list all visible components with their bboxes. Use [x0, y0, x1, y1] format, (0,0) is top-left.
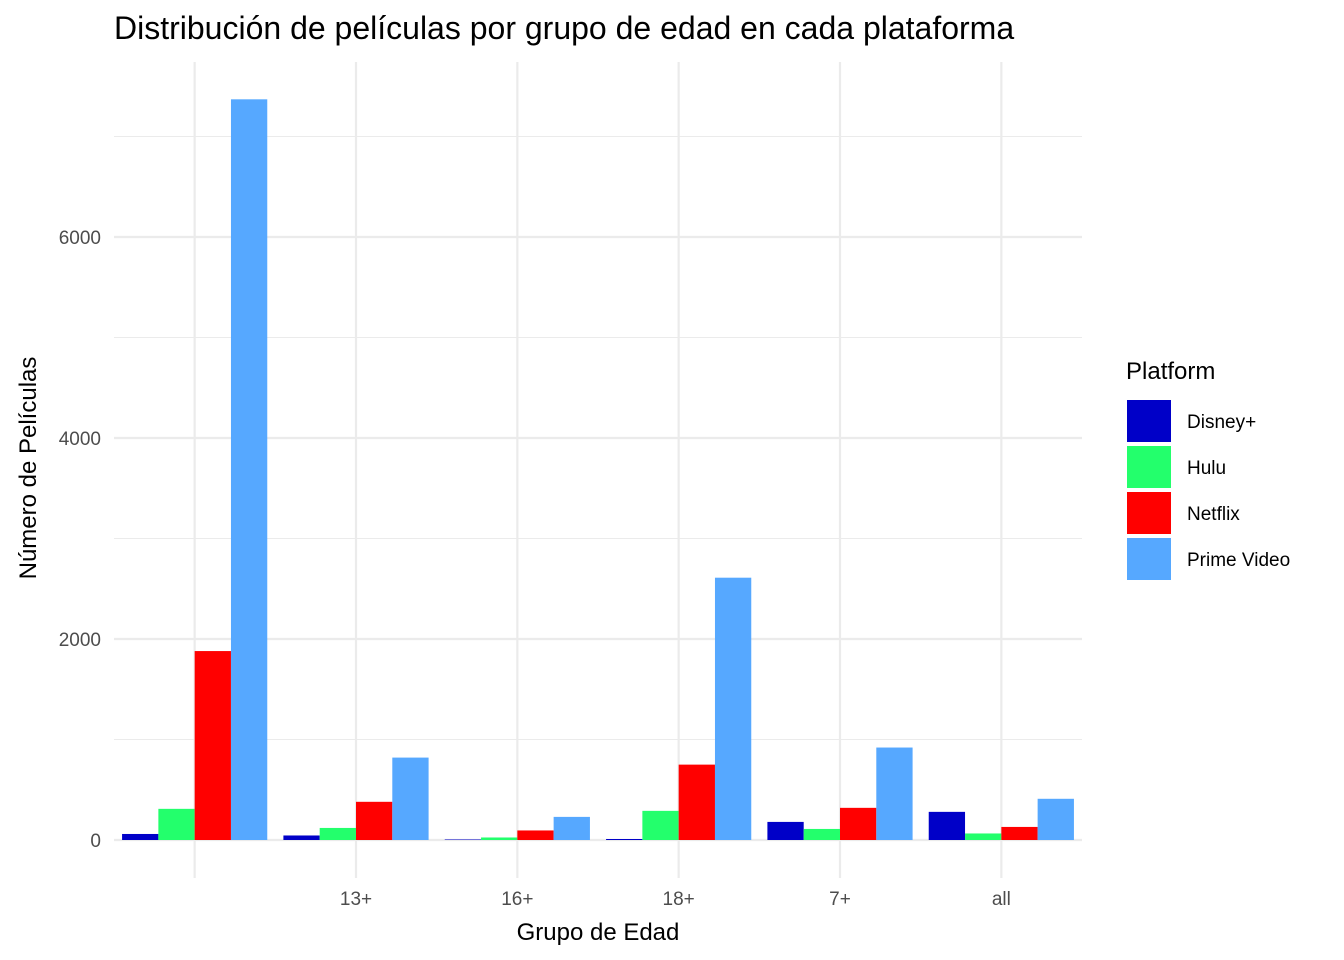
bar: [444, 839, 482, 840]
y-axis-title: Número de Películas: [15, 357, 42, 580]
x-axis-title: Grupo de Edad: [517, 919, 680, 946]
bar: [392, 757, 429, 840]
bar: [319, 827, 356, 840]
y-tick-label: 4000: [59, 429, 101, 450]
bar: [517, 830, 554, 840]
bar: [928, 811, 966, 840]
bar: [158, 808, 195, 840]
bar: [283, 835, 320, 840]
x-tick-label: 13+: [340, 889, 372, 910]
bar: [553, 816, 590, 840]
bar: [481, 837, 518, 840]
chart-title: Distribución de películas por grupo de e…: [114, 10, 1014, 46]
legend-title: Platform: [1126, 358, 1215, 385]
bar: [642, 810, 679, 840]
x-tick-label: 18+: [663, 889, 695, 910]
bar: [194, 651, 231, 840]
legend-label: Hulu: [1187, 458, 1226, 479]
bars: [122, 99, 1074, 840]
bar: [678, 764, 715, 840]
legend: Platform Disney+ Hulu Netflix Prime Video: [1126, 358, 1290, 580]
bar: [230, 99, 268, 840]
bar: [714, 577, 752, 840]
x-tick-label: 7+: [829, 889, 851, 910]
x-tick-label: 16+: [501, 889, 533, 910]
legend-items: Disney+ Hulu Netflix Prime Video: [1127, 400, 1290, 580]
y-tick-label: 6000: [59, 228, 101, 249]
bar: [356, 801, 393, 840]
legend-swatch: [1127, 400, 1171, 442]
legend-label: Netflix: [1187, 504, 1240, 525]
bar: [803, 828, 840, 840]
grid-lines: [114, 62, 1082, 878]
legend-label: Disney+: [1187, 412, 1256, 433]
legend-swatch: [1127, 446, 1171, 488]
axis-ticks: 0 2000 4000 6000 13+ 16+ 18+ 7+ all: [59, 228, 1011, 910]
bar: [122, 833, 159, 840]
bar: [876, 747, 913, 840]
legend-swatch: [1127, 492, 1171, 534]
y-tick-label: 2000: [59, 630, 101, 651]
x-tick-label: all: [992, 889, 1011, 910]
bar: [767, 821, 804, 840]
bar: [965, 833, 1002, 840]
legend-swatch: [1127, 538, 1171, 580]
bar: [1001, 826, 1038, 840]
bar: [840, 807, 877, 840]
bar: [606, 838, 643, 840]
legend-label: Prime Video: [1187, 550, 1290, 571]
bar: [1037, 798, 1074, 840]
y-tick-label: 0: [90, 831, 101, 852]
